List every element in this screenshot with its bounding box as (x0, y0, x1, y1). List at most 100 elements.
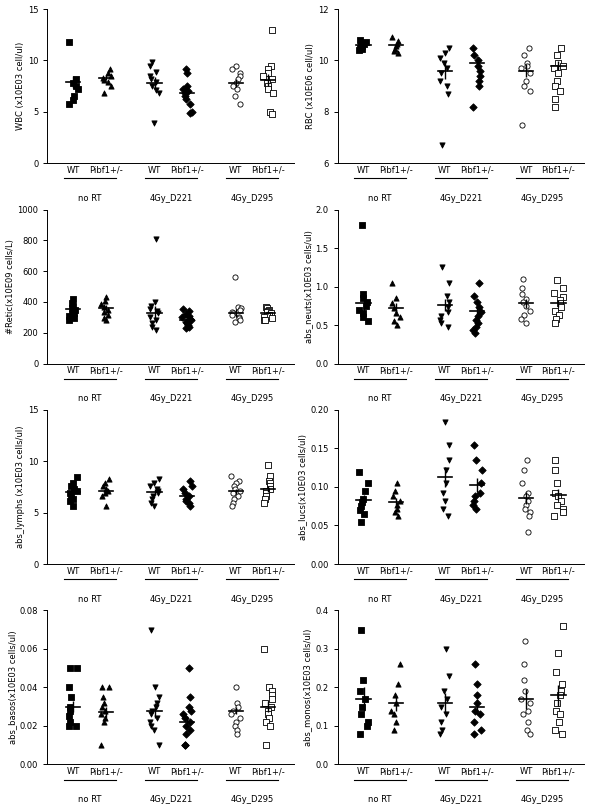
Point (358, 311, 368, 324)
Point (389, 723, 399, 736)
Point (187, 106, 196, 118)
Y-axis label: abs_neuts(x10E03 cells/ul): abs_neuts(x10E03 cells/ul) (304, 230, 313, 343)
Point (181, 727, 191, 740)
Point (180, 739, 189, 752)
Point (435, 727, 445, 740)
Text: 4Gy_D295: 4Gy_D295 (520, 194, 564, 203)
Point (476, 69, 485, 82)
Point (558, 59, 568, 72)
Point (516, 313, 526, 326)
Point (395, 658, 405, 671)
Point (65, 662, 74, 675)
Point (470, 727, 479, 740)
Point (267, 73, 277, 85)
Point (440, 685, 449, 698)
Point (437, 139, 446, 152)
Point (392, 502, 401, 515)
Point (231, 77, 241, 89)
Text: 4Gy_D295: 4Gy_D295 (520, 394, 564, 403)
Point (178, 708, 188, 721)
Point (550, 510, 559, 523)
Point (552, 696, 561, 709)
Point (264, 475, 274, 488)
Point (363, 476, 373, 489)
Point (152, 84, 161, 97)
Point (153, 484, 162, 497)
Point (525, 510, 534, 523)
Point (470, 490, 480, 503)
Point (146, 497, 155, 510)
Point (149, 117, 159, 130)
Point (266, 307, 276, 320)
Point (184, 320, 194, 333)
Point (97, 681, 107, 694)
Text: no RT: no RT (78, 595, 101, 604)
Point (268, 692, 277, 705)
Point (360, 484, 370, 497)
Point (152, 700, 161, 713)
Point (526, 67, 535, 80)
Point (186, 314, 196, 327)
Point (551, 666, 560, 679)
Point (65, 495, 74, 508)
Point (550, 723, 559, 736)
Point (233, 490, 242, 503)
Point (520, 685, 530, 698)
Point (73, 662, 82, 675)
Point (145, 310, 155, 323)
Point (145, 302, 155, 315)
Point (442, 289, 452, 302)
Point (179, 483, 188, 496)
Point (96, 708, 106, 721)
Point (519, 309, 529, 322)
Point (263, 62, 272, 75)
Point (391, 506, 400, 519)
Point (146, 73, 156, 85)
Point (356, 623, 365, 636)
Y-axis label: abs_lucs(x10E03 cells/ul): abs_lucs(x10E03 cells/ul) (299, 434, 307, 540)
Point (103, 303, 113, 316)
Text: no RT: no RT (368, 394, 392, 403)
Point (522, 299, 531, 312)
Point (267, 107, 276, 120)
Point (67, 301, 77, 314)
Point (106, 62, 115, 75)
Point (182, 492, 191, 505)
Point (259, 311, 268, 324)
Y-axis label: WBC (x10E03 cell/ul): WBC (x10E03 cell/ul) (16, 42, 25, 131)
Point (358, 288, 368, 301)
Point (472, 688, 481, 701)
Point (235, 484, 245, 497)
Point (519, 49, 529, 62)
Point (473, 677, 482, 690)
Point (444, 41, 454, 54)
Text: 4Gy_D221: 4Gy_D221 (149, 595, 192, 604)
Point (268, 87, 277, 100)
Text: 4Gy_D221: 4Gy_D221 (149, 194, 192, 203)
Point (262, 484, 271, 497)
Point (359, 307, 368, 320)
Point (264, 712, 274, 725)
Point (98, 691, 107, 704)
Point (226, 469, 235, 482)
Point (553, 56, 562, 69)
Point (264, 704, 273, 717)
Point (183, 318, 193, 331)
Point (236, 301, 245, 314)
Point (519, 658, 528, 671)
Point (355, 44, 364, 56)
Point (522, 316, 531, 329)
Point (392, 498, 401, 511)
Point (184, 310, 194, 322)
Point (442, 80, 451, 93)
Point (235, 66, 244, 79)
Point (148, 490, 158, 503)
Point (475, 64, 484, 77)
Point (152, 323, 161, 336)
Point (442, 692, 452, 705)
Point (233, 700, 242, 713)
Point (356, 500, 366, 513)
Point (101, 291, 110, 304)
Point (230, 480, 239, 492)
Point (69, 306, 78, 319)
